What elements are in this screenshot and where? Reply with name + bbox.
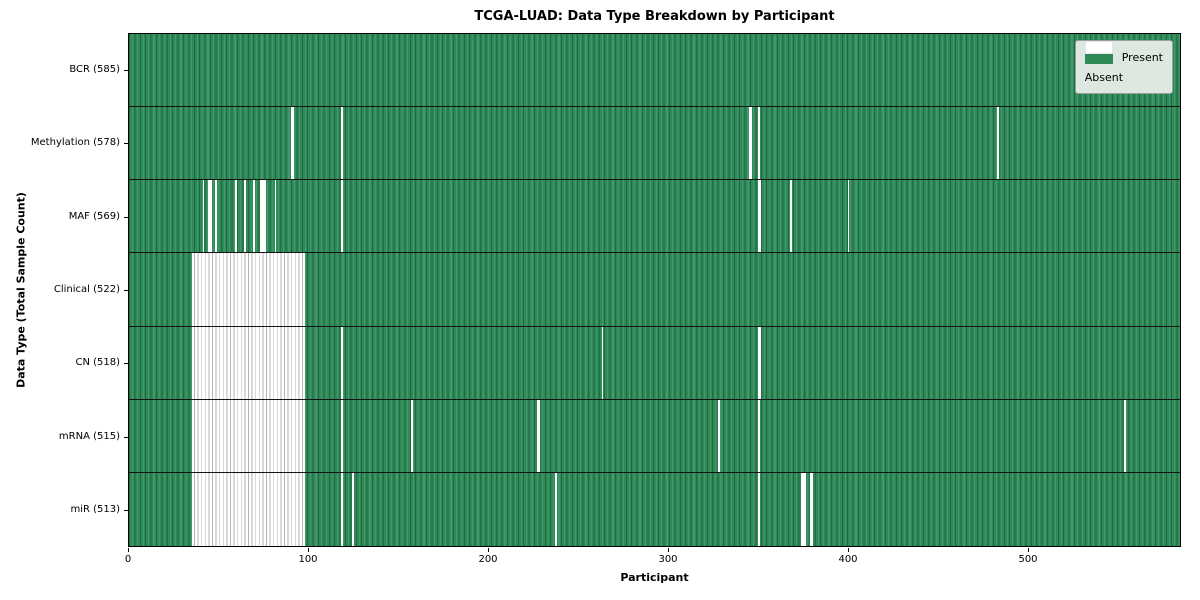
absent-block	[340, 399, 343, 472]
absent-block	[757, 107, 760, 180]
x-tick-mark	[308, 548, 309, 552]
absent-block	[790, 180, 792, 253]
absent-block	[243, 180, 246, 253]
x-tick-mark	[128, 548, 129, 552]
plot-area: Present Absent	[128, 33, 1181, 547]
absent-block	[757, 472, 760, 546]
absent-block	[215, 180, 218, 253]
x-tick-label: 500	[1018, 554, 1038, 565]
x-tick-label: 400	[838, 554, 858, 565]
heatmap-row-clinical	[129, 253, 1180, 327]
x-tick-mark	[488, 548, 489, 552]
absent-block	[718, 399, 721, 472]
heatmap-row-cn	[129, 326, 1180, 400]
x-tick-mark	[1028, 548, 1029, 552]
y-tick-label: mRNA (515)	[58, 430, 120, 442]
y-tick-label: Clinical (522)	[53, 284, 120, 295]
absent-block	[191, 472, 306, 546]
absent-block	[208, 180, 212, 253]
absent-block	[601, 326, 604, 399]
absent-block	[757, 399, 760, 472]
absent-block	[191, 253, 306, 326]
y-tick-mark	[124, 69, 128, 71]
x-tick-label: 300	[658, 554, 678, 565]
absent-block	[340, 180, 343, 253]
x-tick-label: 200	[478, 554, 498, 565]
y-tick-mark	[124, 510, 128, 512]
absent-block	[351, 472, 354, 546]
y-tick-mark	[124, 363, 128, 365]
heatmap-row-maf	[129, 180, 1180, 254]
y-tick-mark	[124, 290, 128, 291]
absent-swatch-icon	[1084, 41, 1113, 54]
y-tick-label: BCR (585)	[69, 63, 120, 75]
absent-block	[748, 107, 753, 180]
y-tick-mark	[124, 436, 128, 438]
absent-block	[536, 399, 541, 472]
y-tick-mark	[124, 216, 128, 218]
absent-block	[202, 180, 205, 253]
heatmap-row-methylation	[129, 107, 1180, 181]
absent-block	[191, 326, 306, 399]
absent-block	[340, 472, 343, 546]
x-tick-mark	[848, 548, 849, 552]
legend-item-absent: Absent	[1084, 41, 1163, 87]
x-tick-label: 0	[124, 554, 132, 565]
absent-block	[290, 107, 295, 180]
absent-block	[554, 472, 557, 546]
absent-block	[234, 180, 237, 253]
chart-title: TCGA-LUAD: Data Type Breakdown by Partic…	[474, 9, 835, 24]
absent-block	[809, 472, 814, 546]
absent-block	[260, 180, 266, 253]
absent-block	[847, 180, 850, 253]
heatmap-row-mrna	[129, 399, 1180, 473]
x-axis-label: Participant	[620, 571, 689, 584]
absent-block	[1124, 399, 1127, 472]
y-tick-label: MAF (569)	[68, 210, 120, 222]
x-tick-label: 100	[298, 554, 318, 565]
legend-label-present: Present	[1121, 50, 1163, 64]
x-tick-mark	[668, 548, 669, 552]
absent-block	[191, 399, 306, 472]
y-tick-label: CN (518)	[75, 357, 120, 369]
absent-block	[274, 180, 277, 253]
legend-label-absent: Absent	[1084, 70, 1124, 84]
legend: Present Absent	[1074, 40, 1173, 94]
absent-block	[757, 326, 762, 399]
y-tick-mark	[124, 143, 128, 145]
absent-block	[757, 180, 762, 253]
absent-block	[411, 399, 413, 472]
absent-block	[340, 107, 343, 180]
absent-block	[800, 472, 807, 546]
y-tick-label: Methylation (578)	[30, 137, 120, 149]
absent-block	[252, 180, 255, 253]
heatmap-row-bcr	[129, 34, 1180, 108]
absent-block	[996, 107, 999, 180]
heatmap-row-mir	[129, 472, 1180, 546]
y-tick-label: miR (513)	[70, 504, 120, 516]
absent-block	[340, 326, 343, 399]
